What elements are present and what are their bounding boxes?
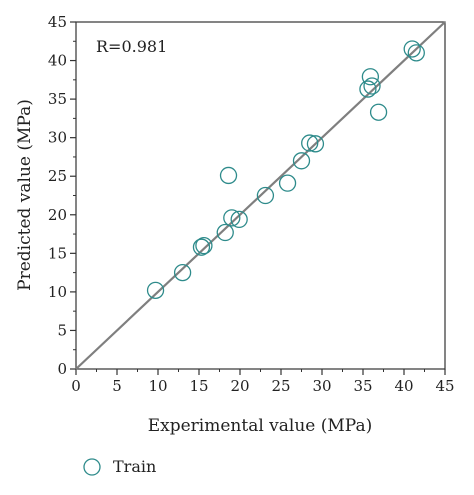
x-axis-title: Experimental value (MPa) [148,416,373,436]
data-point [256,186,275,205]
y-tick-label: 35 [48,90,67,108]
identity-line [75,21,446,370]
data-point [146,281,165,299]
x-tick-label: 15 [189,377,208,395]
y-tick-label: 25 [48,167,67,185]
y-tick-label: 15 [48,244,67,262]
y-tick-label: 20 [48,206,67,224]
data-point [219,166,238,185]
x-axis: 0 5 10 15 20 25 30 35 40 45 [71,369,455,395]
data-point [216,223,234,242]
data-point [306,135,325,153]
x-tick-label: 35 [353,377,372,395]
y-tick-label: 30 [48,129,67,147]
data-point [230,210,248,229]
x-tick-label: 45 [435,377,454,395]
y-tick-label: 5 [57,321,67,339]
legend-label-train: Train [113,457,156,476]
y-tick-label: 45 [48,13,67,31]
legend: Train [83,457,156,476]
x-tick-label: 25 [271,377,290,395]
data-point [278,174,297,192]
y-axis: 0 5 10 15 20 25 30 35 40 45 [48,13,76,378]
data-point [223,209,241,227]
data-point [173,263,192,282]
x-tick-label: 20 [230,377,249,395]
correlation-annotation: R=0.981 [96,37,167,56]
y-axis-title: Predicted value (MPa) [15,99,35,291]
x-tick-label: 5 [112,377,122,395]
data-point [407,44,425,62]
data-point [359,80,377,98]
data-point [363,77,381,95]
data-point [361,68,380,86]
data-point [195,236,213,255]
data-point [369,103,388,121]
data-point [301,134,319,152]
y-tick-label: 10 [48,283,67,301]
data-point [403,40,421,58]
x-tick-label: 0 [71,377,81,395]
y-tick-label: 40 [48,52,67,70]
data-point [292,152,311,170]
plot-area: 0 5 10 15 20 25 30 35 40 45 0 5 10 15 20 25 30 35 40 45 R=… [48,13,455,395]
legend-marker [83,458,101,476]
x-tick-label: 40 [394,377,413,395]
data-point [192,238,211,256]
y-tick-label: 0 [57,360,67,378]
x-tick-label: 10 [148,377,167,395]
train-series [146,40,425,299]
x-tick-label: 30 [312,377,331,395]
